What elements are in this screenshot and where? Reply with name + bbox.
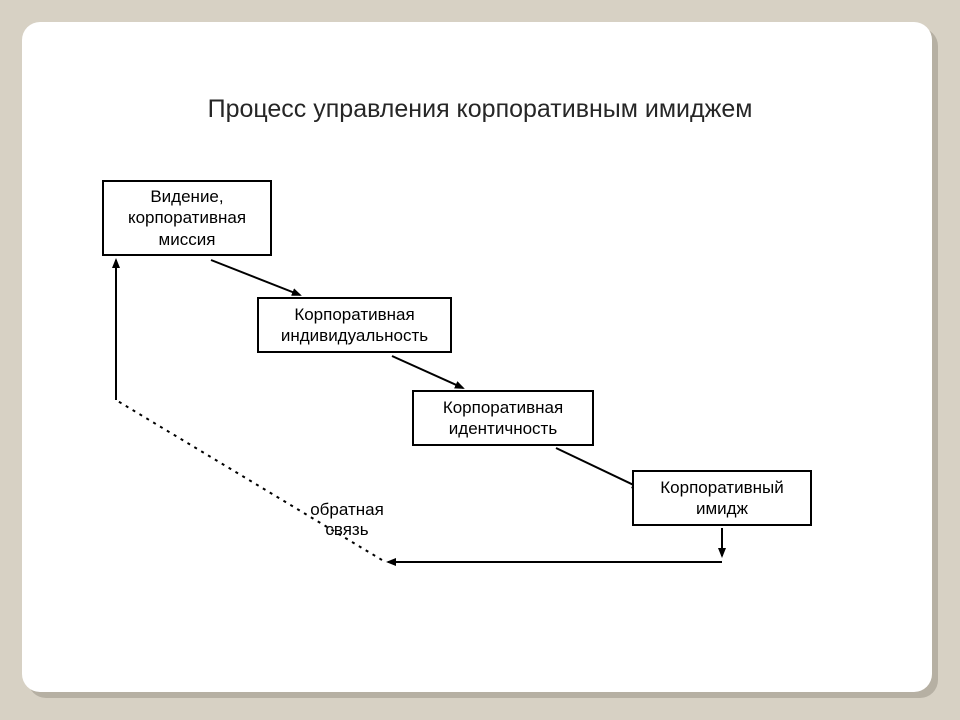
flowchart-arrows [22, 22, 932, 692]
content-card: Процесс управления корпоративным имиджем… [22, 22, 932, 692]
page-background: Процесс управления корпоративным имиджем… [0, 0, 960, 720]
flowchart-node-n2: Корпоративнаяиндивидуальность [257, 297, 452, 353]
edge-n2-n3 [392, 356, 463, 388]
feedback-label: обратнаясвязь [292, 500, 402, 539]
flowchart-node-n4: Корпоративныйимидж [632, 470, 812, 526]
flowchart-node-n3: Корпоративнаяидентичность [412, 390, 594, 446]
flowchart-node-n1: Видение,корпоративнаямиссия [102, 180, 272, 256]
edge-n1-n2 [211, 260, 300, 295]
edge-n3-n4 [556, 448, 640, 488]
